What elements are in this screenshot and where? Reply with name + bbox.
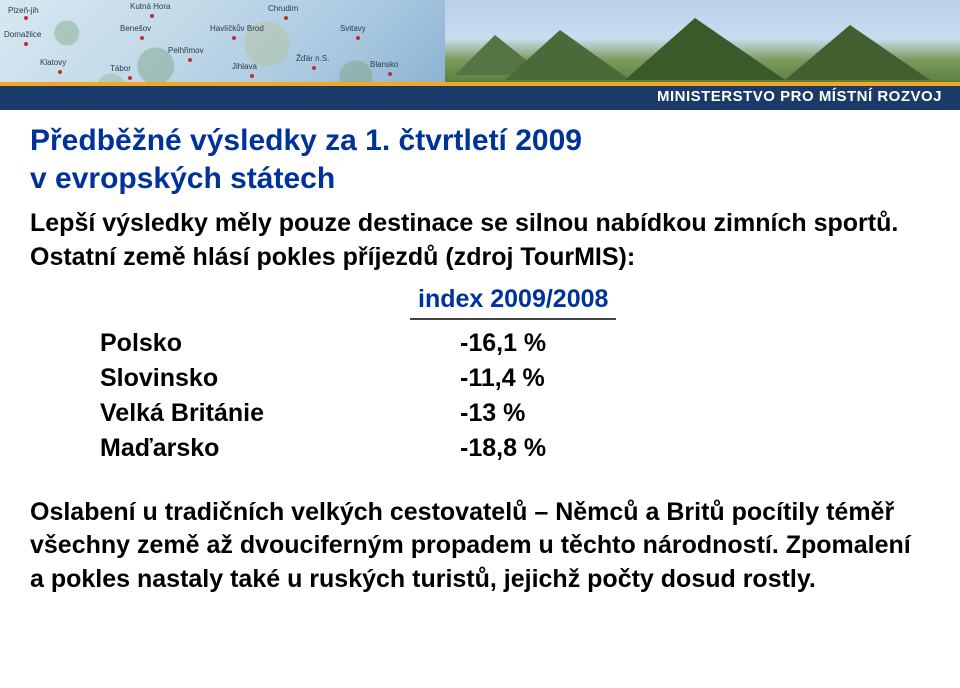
- index-label: index 2009/2008: [410, 285, 616, 320]
- body-paragraph: Oslabení u tradičních velkých cestovatel…: [30, 496, 930, 597]
- map-city-dot: [188, 58, 192, 62]
- map-city-dot: [312, 66, 316, 70]
- map-city-dot: [388, 72, 392, 76]
- map-city-label: Blansko: [370, 60, 398, 69]
- index-header-row: index 2009/2008: [410, 285, 930, 320]
- map-city-dot: [356, 36, 360, 40]
- country-cell: Slovinsko: [100, 364, 460, 393]
- map-city-label: Domažlice: [4, 30, 41, 39]
- value-cell: -13 %: [460, 399, 525, 428]
- subtitle-line-1: Lepší výsledky měly pouze destinace se s…: [30, 209, 898, 237]
- map-city-dot: [150, 14, 154, 18]
- map-city-dot: [284, 16, 288, 20]
- country-cell: Velká Británie: [100, 399, 460, 428]
- map-city-label: Svitavy: [340, 24, 366, 33]
- table-row: Slovinsko -11,4 %: [100, 361, 930, 396]
- subtitle-line-2: Ostatní země hlásí pokles příjezdů (zdro…: [30, 243, 635, 271]
- map-city-label: Benešov: [120, 24, 151, 33]
- table-row: Maďarsko -18,8 %: [100, 431, 930, 466]
- slide-title: Předběžné výsledky za 1. čtvrtletí 2009 …: [30, 122, 930, 197]
- map-city-label: Žďár n.S.: [296, 54, 329, 63]
- map-city-label: Chrudim: [268, 4, 298, 13]
- ministry-label: MINISTERSTVO PRO MÍSTNÍ ROZVOJ: [657, 88, 942, 105]
- map-city-label: Jihlava: [232, 62, 257, 71]
- value-cell: -18,8 %: [460, 434, 546, 463]
- map-city-label: Havlíčkův Brod: [210, 24, 264, 33]
- map-city-dot: [128, 76, 132, 80]
- map-city-dot: [24, 16, 28, 20]
- slide-content: Předběžné výsledky za 1. čtvrtletí 2009 …: [0, 110, 960, 597]
- country-cell: Polsko: [100, 329, 460, 358]
- header-banner: Plzeň-jih Kutná Hora Chrudim Domažlice Beneš…: [0, 0, 960, 110]
- map-city-label: Plzeň-jih: [8, 6, 39, 15]
- country-data-table: Polsko -16,1 % Slovinsko -11,4 % Velká B…: [100, 326, 930, 466]
- title-line-1: Předběžné výsledky za 1. čtvrtletí 2009: [30, 124, 582, 157]
- title-line-2: v evropských státech: [30, 162, 335, 195]
- map-city-dot: [140, 36, 144, 40]
- map-city-label: Tábor: [110, 64, 131, 73]
- map-city-label: Kutná Hora: [130, 2, 170, 11]
- map-city-label: Pelhřimov: [168, 46, 204, 55]
- table-row: Velká Británie -13 %: [100, 396, 930, 431]
- map-city-dot: [58, 70, 62, 74]
- value-cell: -11,4 %: [460, 364, 545, 393]
- map-city-dot: [24, 42, 28, 46]
- value-cell: -16,1 %: [460, 329, 546, 358]
- map-city-dot: [232, 36, 236, 40]
- country-cell: Maďarsko: [100, 434, 460, 463]
- map-city-label: Klatovy: [40, 58, 66, 67]
- map-city-dot: [250, 74, 254, 78]
- slide-subtitle: Lepší výsledky měly pouze destinace se s…: [30, 207, 930, 275]
- table-row: Polsko -16,1 %: [100, 326, 930, 361]
